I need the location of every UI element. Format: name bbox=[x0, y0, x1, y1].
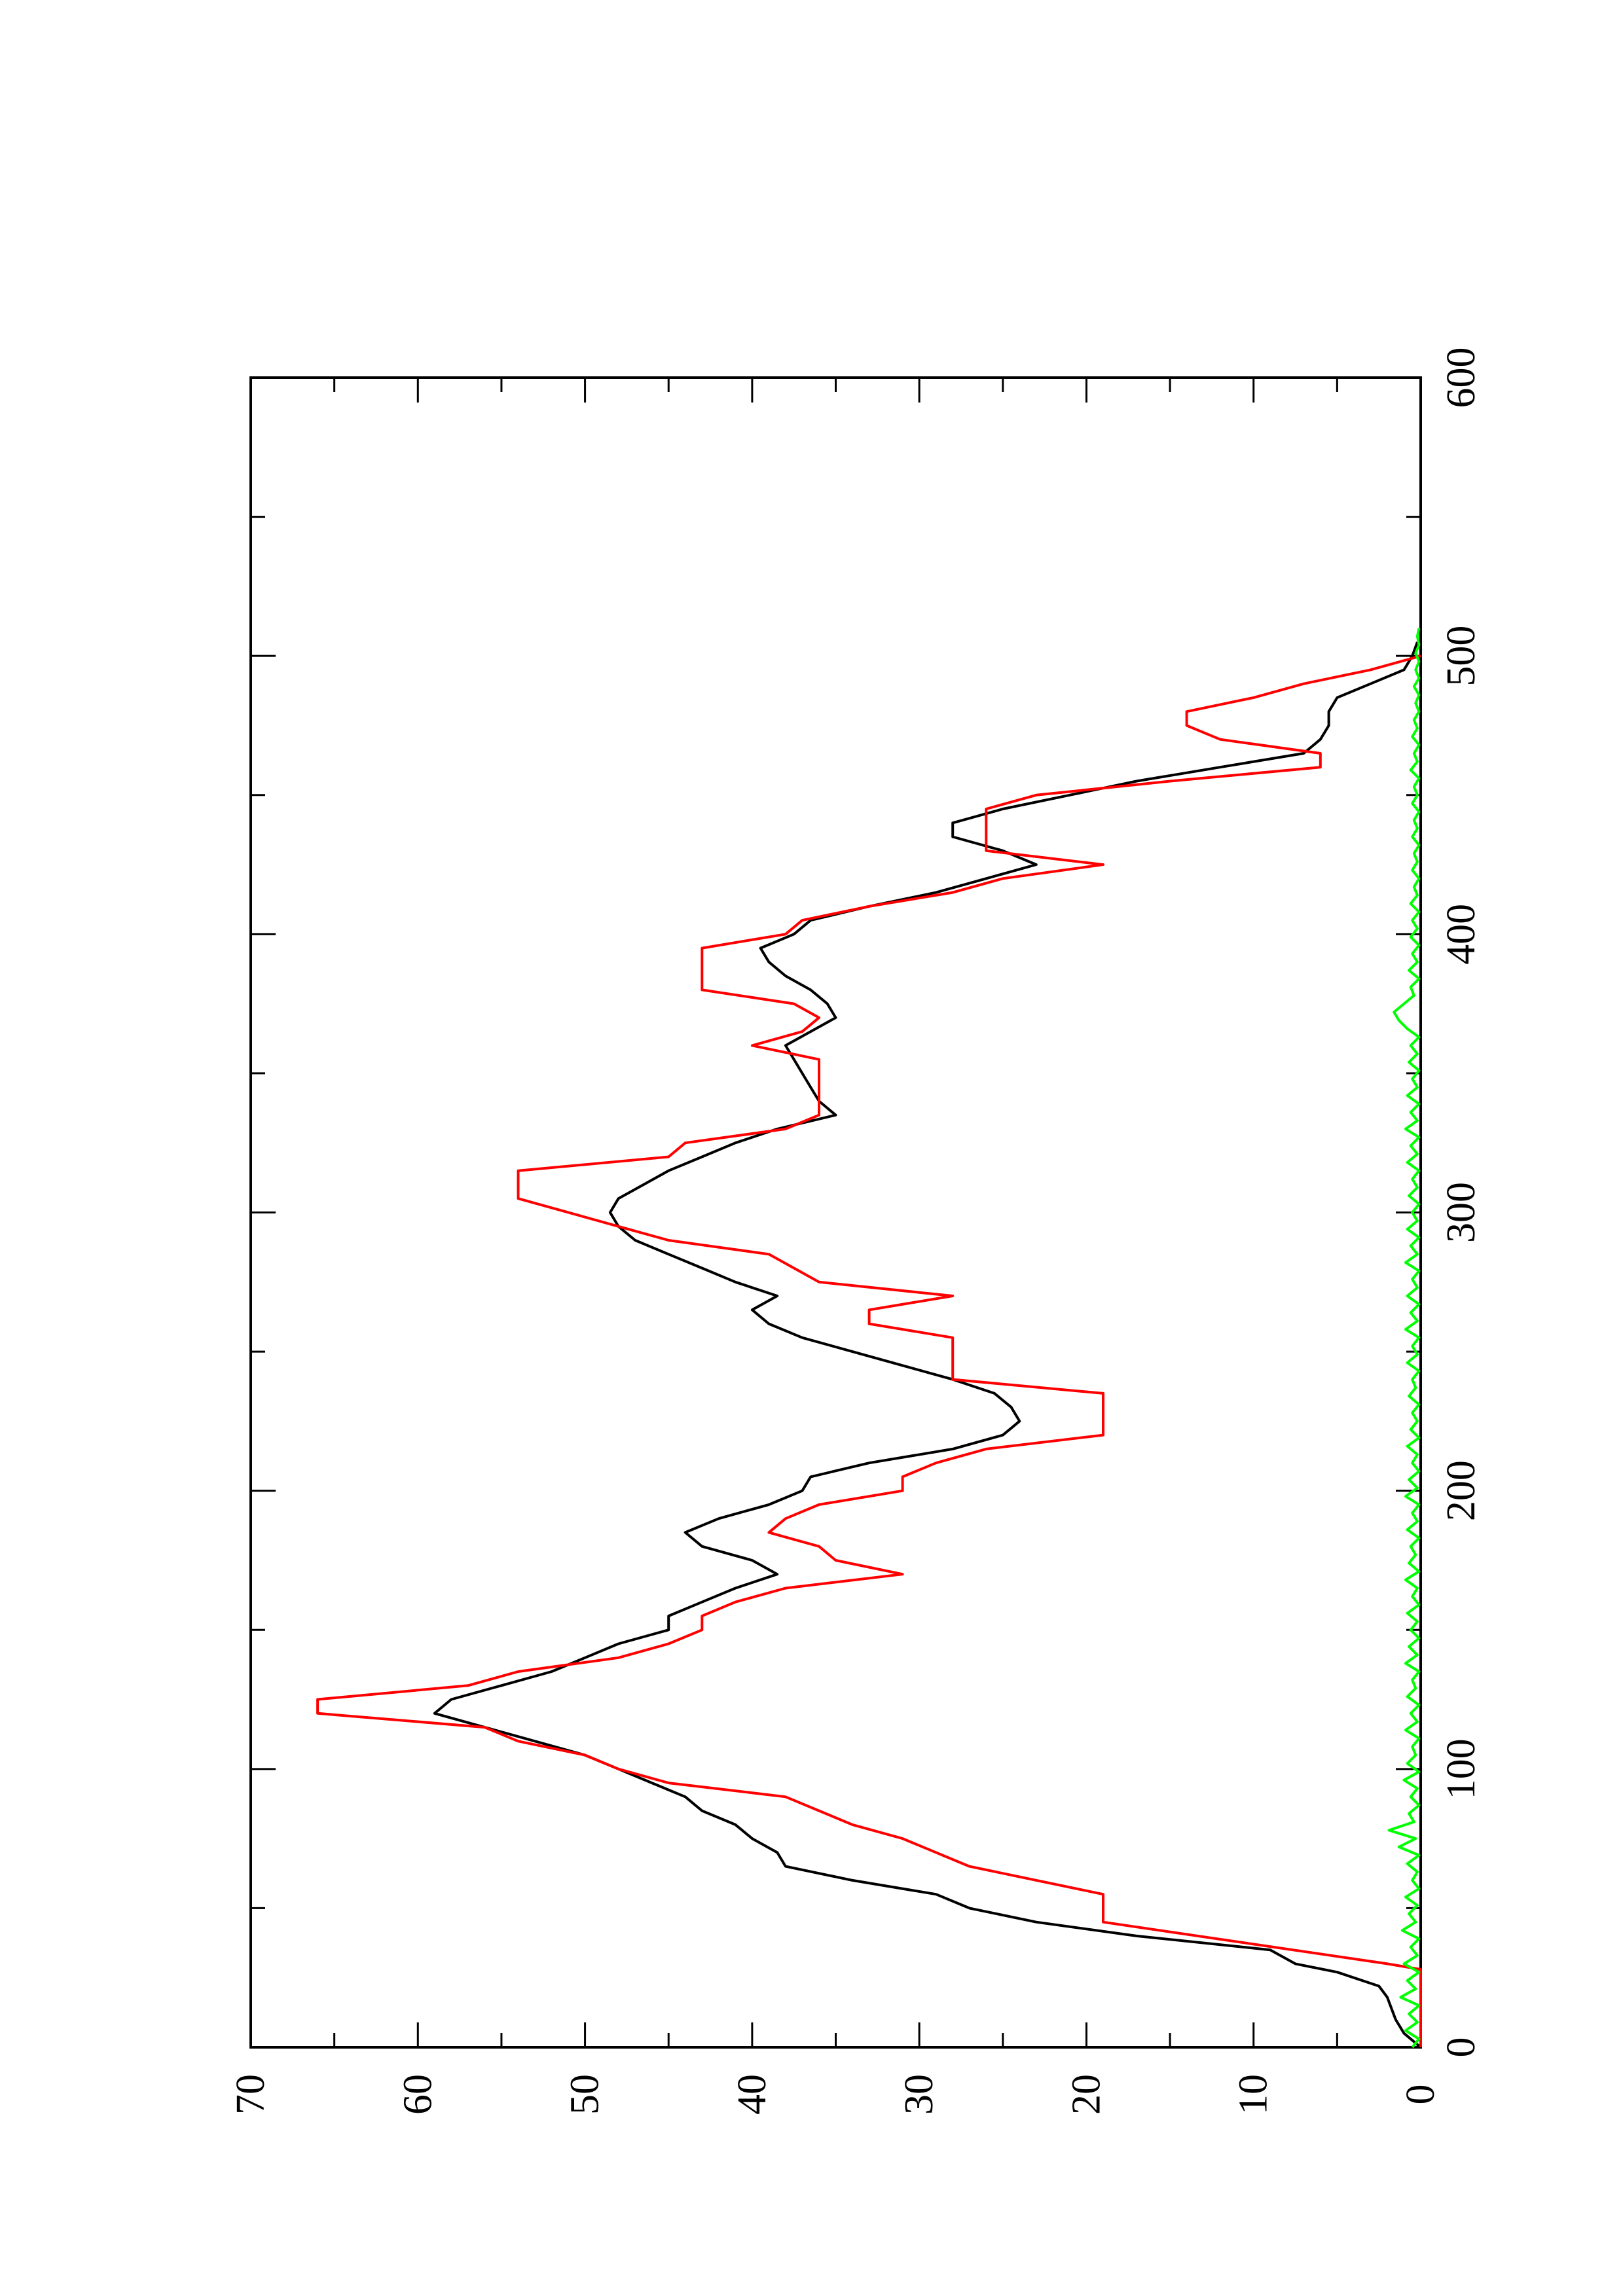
y-tick-label: 70 bbox=[228, 2074, 273, 2115]
x-tick-label: 200 bbox=[1439, 1460, 1484, 1521]
x-tick-label: 300 bbox=[1439, 1182, 1484, 1243]
y-tick-label: 50 bbox=[563, 2074, 608, 2115]
x-tick-label: 0 bbox=[1439, 2037, 1484, 2058]
x-tick-label: 600 bbox=[1439, 348, 1484, 408]
plot-frame bbox=[249, 376, 1422, 2049]
x-tick-label: 400 bbox=[1439, 904, 1484, 965]
y-tick-label: 20 bbox=[1064, 2074, 1108, 2115]
y-tick-label: 40 bbox=[730, 2074, 775, 2115]
series-line-1 bbox=[433, 641, 1422, 2049]
x-tick-label: 100 bbox=[1439, 1738, 1484, 1799]
series-line-2 bbox=[316, 655, 1422, 2047]
tick-marks bbox=[249, 376, 1422, 2049]
x-tick-label: 500 bbox=[1439, 626, 1484, 687]
series-lines bbox=[316, 628, 1422, 2049]
y-tick-label: 60 bbox=[395, 2074, 440, 2115]
tick-labels: 0 100 200 300 400 500 600 0 10 20 30 40 50 60 70 bbox=[228, 348, 1484, 2115]
y-tick-label: 10 bbox=[1231, 2074, 1276, 2115]
series-line-3 bbox=[1387, 628, 1421, 2049]
y-tick-label: 30 bbox=[897, 2074, 941, 2115]
y-tick-label: 0 bbox=[1398, 2085, 1443, 2105]
